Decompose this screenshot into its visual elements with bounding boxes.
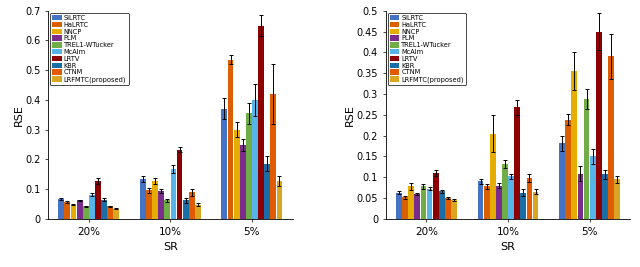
Bar [228, 60, 234, 219]
Bar [170, 169, 176, 219]
Bar [590, 156, 596, 219]
Bar [70, 205, 76, 219]
Bar [602, 174, 608, 219]
Bar [433, 173, 438, 219]
Bar [65, 202, 70, 219]
Bar [58, 199, 64, 219]
Bar [527, 178, 532, 219]
Bar [402, 197, 408, 219]
Bar [89, 195, 95, 219]
Bar [445, 198, 451, 219]
Bar [451, 200, 457, 219]
Bar [515, 107, 520, 219]
Bar [113, 209, 119, 219]
Bar [276, 181, 282, 219]
Bar [158, 191, 164, 219]
Bar [520, 193, 526, 219]
Bar [101, 200, 107, 219]
Bar [396, 193, 402, 219]
Bar [77, 201, 83, 219]
Bar [146, 190, 152, 219]
Bar [532, 192, 538, 219]
Bar [152, 181, 158, 219]
Bar [83, 206, 88, 219]
Bar [490, 134, 495, 219]
Bar [572, 71, 577, 219]
Bar [140, 179, 146, 219]
Bar [195, 205, 201, 219]
Bar [608, 57, 614, 219]
Bar [164, 200, 170, 219]
Bar [427, 189, 433, 219]
Bar [496, 186, 502, 219]
Bar [502, 164, 508, 219]
Y-axis label: RSE: RSE [345, 104, 355, 126]
Bar [559, 143, 565, 219]
Bar [596, 32, 602, 219]
Bar [252, 100, 258, 219]
Bar [614, 179, 620, 219]
Bar [240, 144, 246, 219]
Bar [439, 191, 445, 219]
Bar [477, 182, 483, 219]
Legend: SiLRTC, HaLRTC, NNCP, PLM, TREL1-WTucker, McAlm, LRTV, KBR, CTNM, LRFMTC(propose: SiLRTC, HaLRTC, NNCP, PLM, TREL1-WTucker… [388, 13, 466, 85]
Bar [420, 186, 426, 219]
Bar [584, 99, 589, 219]
Bar [183, 200, 189, 219]
Bar [95, 181, 101, 219]
Bar [108, 206, 113, 219]
Bar [271, 94, 276, 219]
Y-axis label: RSE: RSE [13, 104, 24, 126]
Bar [414, 194, 420, 219]
Bar [408, 186, 414, 219]
Legend: SiLRTC, HaLRTC, NNCP, PLM, TREL1-WTucker, McAlm, LRTV, KBR, CTNM, LRFMTC(propose: SiLRTC, HaLRTC, NNCP, PLM, TREL1-WTucker… [50, 13, 129, 85]
Bar [221, 109, 227, 219]
Bar [234, 130, 239, 219]
Bar [177, 150, 182, 219]
Bar [577, 174, 583, 219]
X-axis label: SR: SR [163, 242, 178, 252]
Bar [264, 164, 270, 219]
X-axis label: SR: SR [500, 242, 515, 252]
Bar [189, 192, 195, 219]
Bar [258, 26, 264, 219]
Bar [246, 113, 252, 219]
Bar [565, 120, 571, 219]
Bar [484, 186, 490, 219]
Bar [508, 176, 514, 219]
